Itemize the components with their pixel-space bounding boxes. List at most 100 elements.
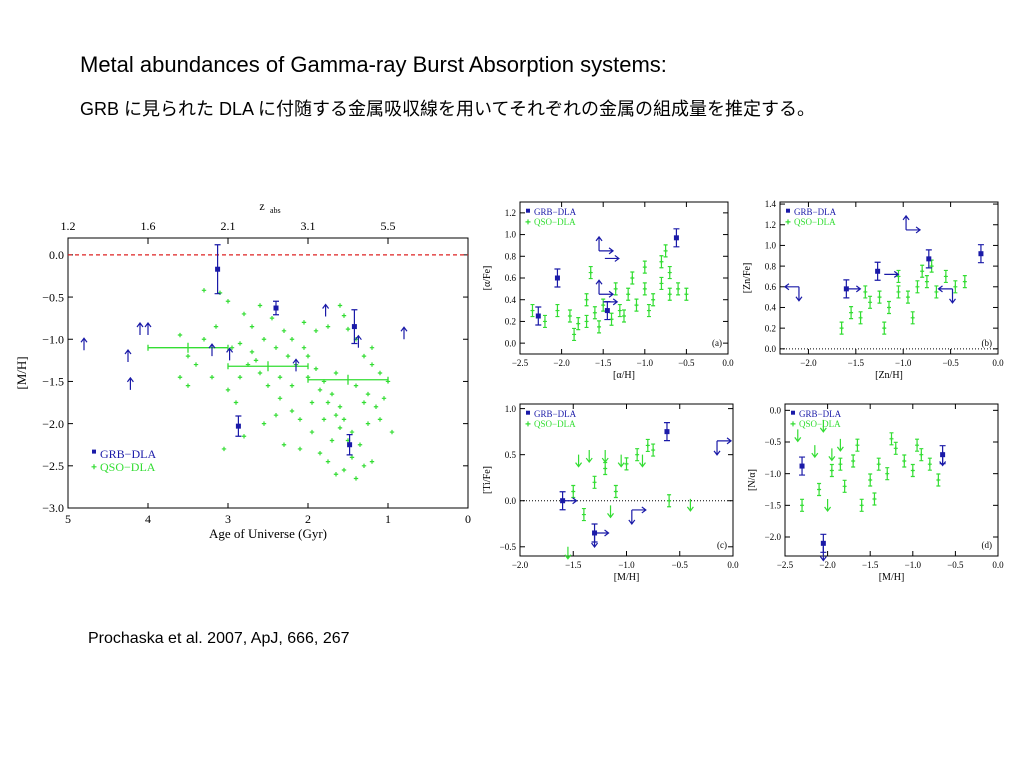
grb-dla-limit <box>603 298 619 306</box>
x-tick-label: −2.0 <box>553 358 570 368</box>
grb-dla-lower-limit <box>144 322 152 336</box>
qso-dla-point <box>842 484 847 489</box>
qso-dla-point <box>877 295 882 300</box>
qso-dla-point <box>567 314 572 318</box>
x-tick-label: −0.5 <box>678 358 695 368</box>
slide-subtitle: GRB に見られた DLA に付随する金属吸収線を用いてそれぞれの金属の組成量を… <box>80 99 815 119</box>
qso-dla-point <box>361 463 367 469</box>
y-tick-label: 1.2 <box>505 208 516 218</box>
x-tick-label: −1.0 <box>618 560 635 570</box>
y-tick-label: 0.0 <box>505 338 517 348</box>
qso-dla-point <box>233 400 239 405</box>
qso-dla-point <box>863 289 868 294</box>
qso-dla-upper-limit <box>686 498 694 512</box>
grb-dla-limit <box>819 546 827 562</box>
qso-binned-mean <box>227 361 309 372</box>
x-tick-label: 0 <box>465 512 471 526</box>
plot-frame <box>779 201 999 355</box>
qso-dla-upper-limit <box>828 448 836 462</box>
grb-dla-lower-limit <box>136 322 144 336</box>
grb-dla-point <box>875 268 881 274</box>
qso-dla-point <box>369 345 375 350</box>
qso-dla-point <box>613 286 618 291</box>
qso-dla-point <box>221 446 227 452</box>
qso-dla-point <box>301 320 307 325</box>
qso-dla-point <box>859 503 864 508</box>
grb-dla-point <box>978 251 984 257</box>
y-tick-label: −0.5 <box>500 542 517 552</box>
qso-dla-point <box>790 421 796 427</box>
qso-dla-point <box>663 248 668 253</box>
grb-dla-point <box>664 429 670 435</box>
qso-dla-point <box>353 476 359 481</box>
grb-dla-limit <box>595 235 615 255</box>
y-tick-label: 0.0 <box>770 405 782 415</box>
y-tick-label: −1.0 <box>42 332 64 346</box>
qso-dla-point <box>253 358 259 363</box>
grb-dla-limit <box>604 254 620 262</box>
qso-dla-point <box>229 345 235 350</box>
qso-dla-point <box>642 265 647 270</box>
qso-dla-upper-limit <box>564 546 572 560</box>
qso-dla-point <box>369 362 375 367</box>
qso-dla-point <box>209 375 215 380</box>
qso-dla-point <box>217 290 223 296</box>
y-tick-label: −0.5 <box>42 290 64 304</box>
qso-dla-point <box>872 497 877 501</box>
legend-grb-marker <box>92 449 96 454</box>
y-tick-label: 0.0 <box>505 496 517 506</box>
qso-dla-point <box>896 289 901 294</box>
qso-dla-point <box>868 478 873 482</box>
panel-b-zn-fe-chart: −2.0 −1.5 −1.0 −0.5 0.0 0.0 0.2 0.4 0.6 0.8 1.0 1.2… <box>742 199 1004 381</box>
top-axis-tick-label: 3.1 <box>301 219 316 233</box>
panel-a-alpha-fe-chart: −2.5 −2.0 −1.5 −1.0 −0.5 0.0 0.0 0.2 0.4 0.6 0.8 1.… <box>482 201 734 381</box>
qso-dla-point <box>525 219 531 225</box>
qso-dla-point <box>667 270 672 275</box>
legend-grb-label: GRB−DLA <box>534 207 577 217</box>
qso-dla-point <box>201 337 207 342</box>
qso-dla-point <box>177 332 183 338</box>
qso-dla-upper-limit <box>607 505 615 519</box>
qso-dla-point <box>617 308 622 313</box>
qso-dla-point <box>530 308 535 313</box>
y-tick-label: 0.6 <box>505 273 517 283</box>
x-tick-label: 0.0 <box>727 560 739 570</box>
grb-dla-point <box>560 498 566 504</box>
qso-dla-upper-limit <box>638 454 646 468</box>
qso-dla-point <box>858 315 863 320</box>
qso-dla-point <box>651 448 656 453</box>
qso-dla-point <box>281 328 287 334</box>
qso-dla-point <box>910 315 915 320</box>
qso-dla-point <box>592 480 597 485</box>
y-tick-label: −2.0 <box>765 532 782 542</box>
qso-dla-point <box>829 468 834 473</box>
grb-dla-point <box>926 256 932 262</box>
grb-dla-limit <box>591 529 610 548</box>
qso-dla-point <box>542 319 547 324</box>
qso-dla-point <box>241 434 247 439</box>
grb-dla-point <box>347 442 353 448</box>
qso-dla-point <box>838 462 843 467</box>
qso-dla-point <box>261 421 267 426</box>
x-tick-label: −2.0 <box>512 560 529 570</box>
qso-dla-point <box>345 326 351 332</box>
qso-dla-point <box>839 326 844 331</box>
y-tick-label: 0.5 <box>505 450 517 460</box>
qso-dla-point <box>241 311 247 317</box>
y-tick-label: −1.5 <box>42 375 64 389</box>
qso-dla-point <box>887 305 891 310</box>
qso-dla-point <box>882 326 887 331</box>
grb-dla-point <box>799 463 805 469</box>
qso-dla-point <box>361 353 367 359</box>
qso-dla-point <box>943 274 948 279</box>
qso-dla-point <box>325 459 331 464</box>
qso-dla-point <box>659 281 664 286</box>
qso-dla-point <box>584 319 589 324</box>
qso-dla-point <box>635 452 640 457</box>
qso-dla-point <box>333 472 339 477</box>
qso-dla-point <box>289 383 295 388</box>
grb-dla-point <box>554 275 560 281</box>
x-tick-label: −0.5 <box>672 560 689 570</box>
x-tick-label: 3 <box>225 512 231 526</box>
qso-dla-point <box>920 269 925 274</box>
